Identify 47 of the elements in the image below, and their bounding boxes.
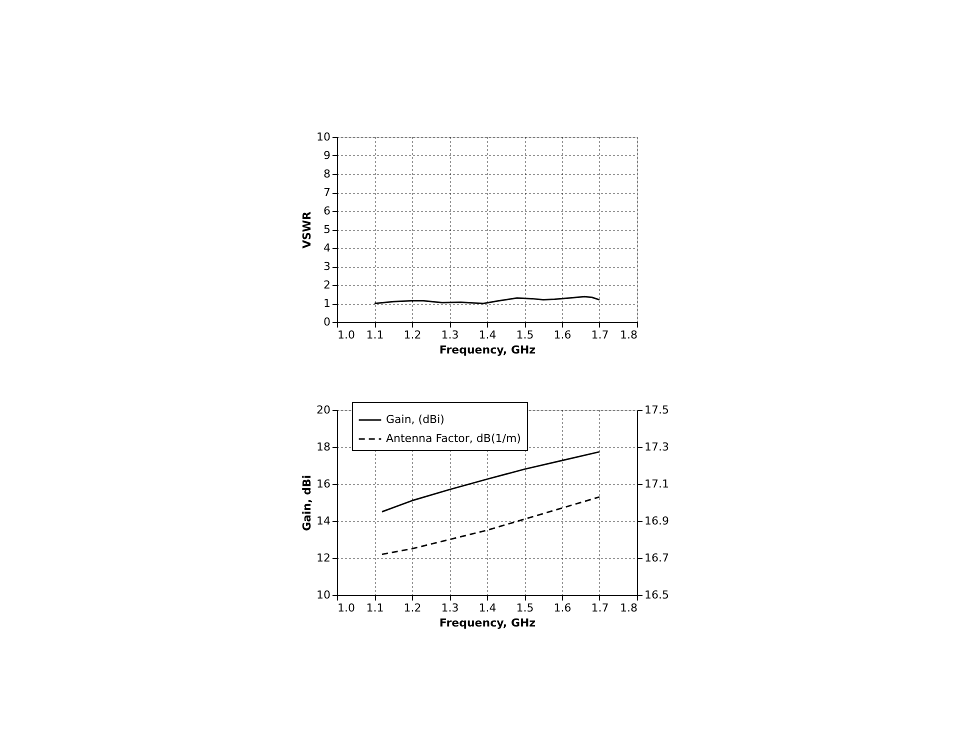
legend-label: Antenna Factor, dB(1/m)	[386, 432, 521, 445]
x-tick-label: 1.4	[478, 602, 496, 614]
y-tick-label: 8	[324, 168, 330, 180]
y-tick-label: 18	[316, 440, 330, 454]
y-tick-label: 20	[316, 404, 330, 416]
x-tick-label: 1.4	[478, 328, 496, 342]
y-tick-label: 1	[324, 297, 330, 310]
x-tick-label: 1.0	[338, 602, 355, 614]
legend-label: Gain, (dBi)	[386, 413, 444, 426]
x-tick-label: 1.3	[441, 328, 459, 342]
x-tick-label: 1.6	[554, 602, 572, 614]
y-tick-label: 10	[316, 588, 330, 602]
y-tick-label: 5	[324, 223, 330, 236]
y-tick-label: 16	[316, 478, 330, 490]
x-tick-label: 1.2	[404, 602, 422, 614]
x-tick-label: 1.8	[620, 602, 638, 614]
x-tick-label: 1.7	[591, 602, 609, 614]
x-tick-label: 1.5	[516, 602, 534, 614]
y-tick-label: 4	[324, 242, 330, 254]
y2-tick-label: 17.5	[644, 404, 669, 416]
x-tick-label: 1.5	[516, 328, 534, 342]
x-tick-label: 1.3	[441, 602, 459, 614]
y-tick-label: 2	[324, 278, 330, 292]
x-tick-label: 1.8	[620, 328, 638, 342]
x-tick-label: 1.6	[554, 328, 572, 342]
x-tick-label: 1.2	[404, 328, 422, 342]
y2-tick-label: 17.3	[644, 440, 669, 454]
y-tick-label: 10	[316, 130, 330, 144]
y-tick-label: 12	[316, 552, 330, 564]
y-tick-label: 9	[324, 149, 330, 162]
y-tick-label: 14	[316, 514, 330, 528]
y-axis-title: Gain, dBi	[300, 474, 314, 532]
y2-tick-label: 17.1	[644, 478, 669, 490]
y2-tick-label: 16.7	[644, 552, 669, 564]
x-tick-label: 1.1	[366, 602, 384, 614]
y-tick-label: 0	[324, 316, 330, 328]
y-tick-label: 3	[324, 260, 330, 273]
x-tick-label: 1.0	[338, 328, 355, 342]
x-tick-label: 1.1	[366, 328, 384, 342]
y-tick-label: 6	[324, 204, 330, 218]
x-axis-title: Frequency, GHz	[439, 616, 536, 630]
x-tick-label: 1.7	[591, 328, 609, 342]
x-axis-title: Frequency, GHz	[439, 344, 536, 356]
y2-tick-label: 16.5	[644, 588, 669, 602]
y-axis-title: VSWR	[300, 210, 314, 249]
y-tick-label: 7	[324, 186, 330, 199]
y2-tick-label: 16.9	[644, 514, 669, 528]
